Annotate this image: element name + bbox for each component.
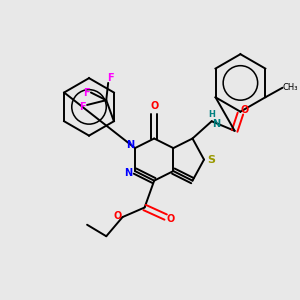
Text: N: N (126, 140, 134, 150)
Text: O: O (150, 101, 158, 111)
Text: N: N (212, 119, 220, 129)
Text: F: F (83, 88, 89, 98)
Text: H: H (208, 110, 215, 119)
Text: F: F (79, 102, 86, 112)
Text: O: O (166, 214, 175, 224)
Text: F: F (107, 73, 113, 83)
Text: CH₃: CH₃ (283, 83, 298, 92)
Text: O: O (240, 105, 248, 115)
Text: O: O (114, 211, 122, 221)
Text: S: S (208, 154, 216, 165)
Text: N: N (124, 168, 132, 178)
